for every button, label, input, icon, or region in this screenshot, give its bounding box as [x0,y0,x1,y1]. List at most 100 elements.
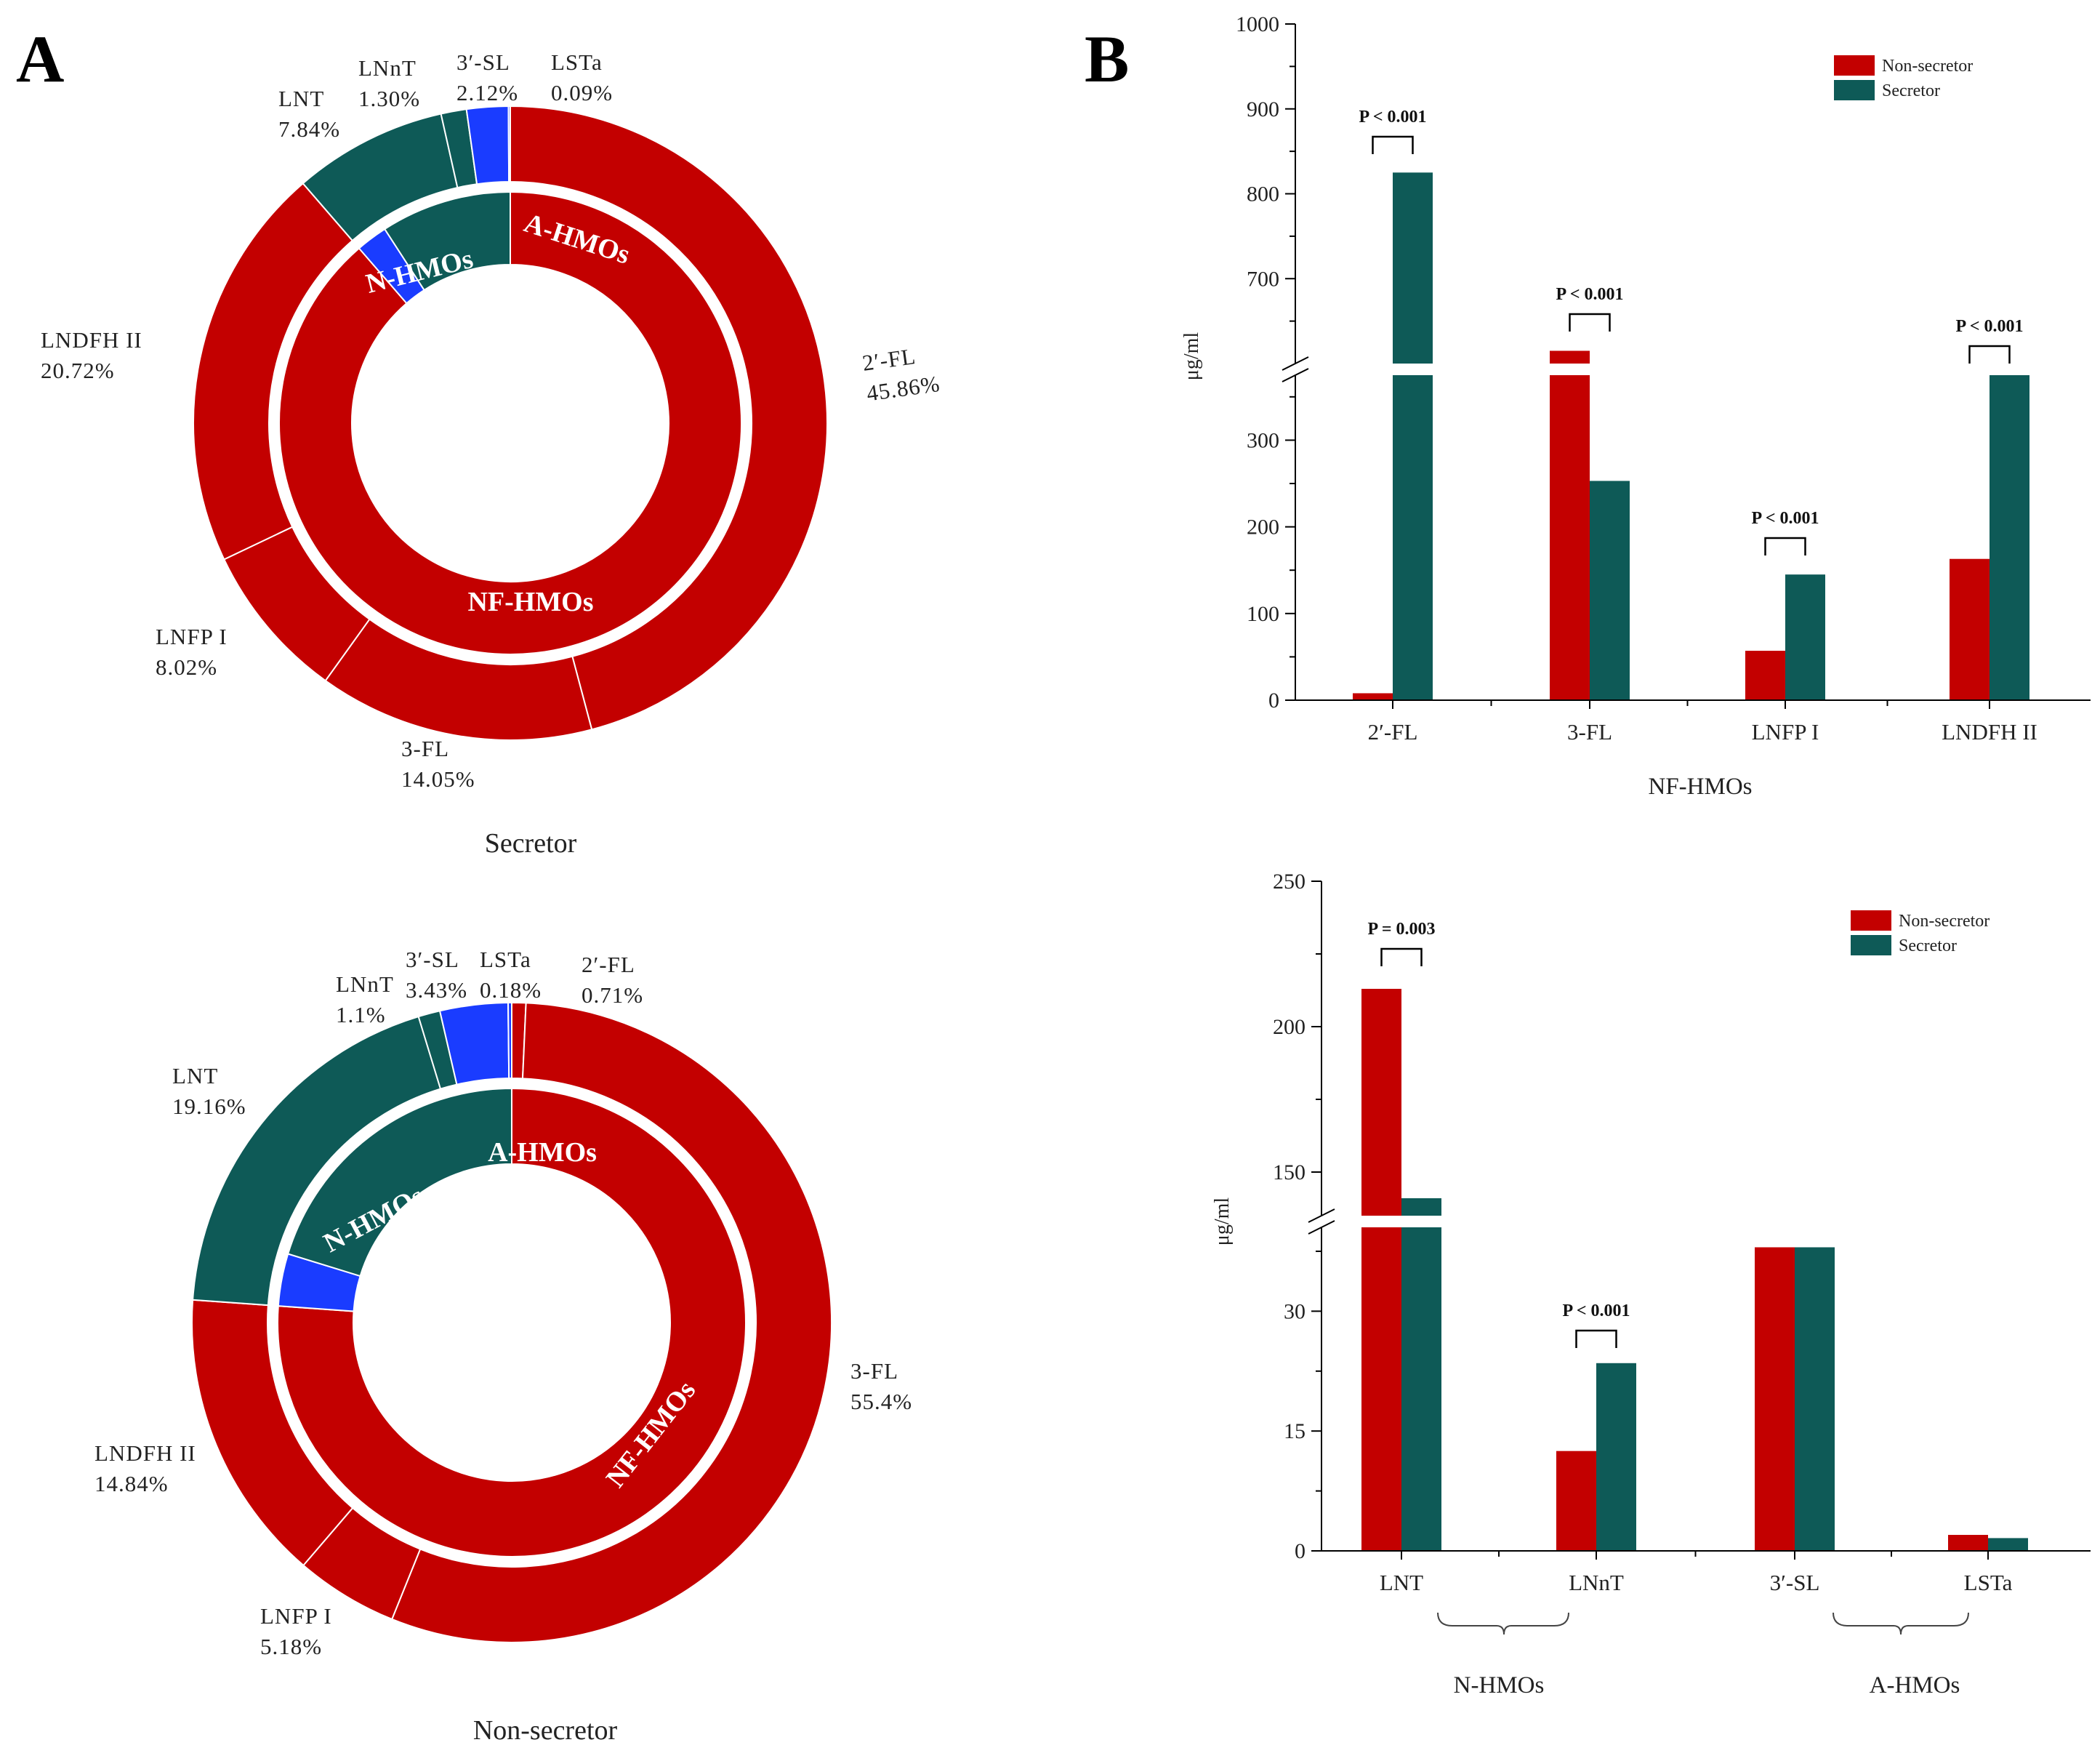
ring-gap [269,182,752,665]
significance-bracket [1569,313,1611,332]
legend-swatch-non-secretor [1834,55,1875,76]
x-tick-label-lsta: LSTa [1964,1570,2013,1595]
inner-label-nf-hmos: NF-HMOs [467,587,593,617]
outer-label-pct-lndfh-ii: 20.72% [41,358,115,383]
outer-label-pct-lndfh-ii: 14.84% [94,1471,169,1496]
bar-non-secretor-lnfp-i [1745,651,1785,700]
outer-label-name-lnt: LNT [172,1063,218,1088]
y-axis-label: μg/ml [1211,1198,1234,1246]
bar-secretor-lnfp-i [1785,574,1825,700]
p-value-label: P < 0.001 [1556,285,1623,304]
p-value-label: P = 0.003 [1367,920,1435,939]
outer-slice-lsta [507,105,511,183]
x-tick-label-lnfp-i: LNFP I [1752,719,1819,745]
inner-slice-nf-hmos [277,1087,747,1557]
outer-label-name-lnnt: LNnT [358,55,417,81]
outer-label-pct-lsta: 0.18% [480,977,542,1003]
outer-label-pct-3-fl: 14.05% [401,766,475,792]
axis-break-gap [1323,1216,2092,1227]
outer-label-pct-lnt: 7.84% [278,116,340,142]
bar-secretor-lsta [1988,1538,2028,1551]
outer-label-pct-lnfp-i: 8.02% [156,654,217,680]
y-tick-label: 150 [1273,1160,1306,1184]
significance-bracket [1372,135,1414,154]
bar-secretor-lndfh-ii [1990,375,2029,700]
y-tick-label: 0 [1295,1539,1306,1563]
outer-label-pct-2-fl: 45.86% [865,371,941,406]
legend-swatch-secretor [1851,935,1891,955]
inner-slice-nf-hmos [278,190,742,655]
legend-swatch-secretor [1834,80,1875,100]
bar-non-secretor-lnnt [1556,1451,1596,1551]
y-tick-label: 100 [1247,602,1279,626]
axis-break-mark [1282,356,1309,371]
outer-label-pct-3-sl: 2.12% [456,80,518,105]
outer-label-name-lnt: LNT [278,86,324,111]
outer-label-pct-lsta: 0.09% [551,80,613,105]
y-tick-label: 300 [1247,428,1279,452]
outer-label-name-lndfh-ii: LNDFH II [94,1440,196,1466]
legend-label-secretor: Secretor [1882,81,1940,100]
legend-label-secretor: Secretor [1899,936,1957,955]
donut-chart-nonsecretor: NF-HMOsA-HMOsN-HMOs2′-FL0.71%3-FL55.4%LN… [94,947,912,1746]
outer-label-pct-lnfp-i: 5.18% [260,1634,322,1659]
y-tick-label: 200 [1273,1015,1306,1039]
y-tick-label: 0 [1268,689,1279,713]
axis-break-mark [1282,368,1309,382]
x-tick-label-3-fl: 3-FL [1567,719,1612,745]
axis-break-mark [1308,1220,1335,1235]
x-group-label-a-hmos: A-HMOs [1870,1672,1960,1698]
y-tick-label: 900 [1247,97,1279,121]
inner-label-a-hmos: A-HMOs [488,1137,597,1168]
x-tick-label-3-sl: 3′-SL [1770,1570,1820,1595]
outer-label-pct-2-fl: 0.71% [582,982,643,1008]
outer-label-pct-lnt: 19.16% [172,1094,246,1119]
x-group-label-n-hmos: N-HMOs [1454,1672,1545,1698]
outer-label-name-lndfh-ii: LNDFH II [41,327,142,353]
outer-label-name-2-fl: 2′-FL [861,343,917,376]
y-axis-label: μg/ml [1180,332,1203,381]
outer-label-name-3-fl: 3-FL [850,1358,898,1384]
significance-bracket [1968,345,2011,364]
y-tick-label: 1000 [1236,12,1279,36]
bar-non-secretor-3-sl [1755,1247,1795,1551]
bar-secretor-lnt [1401,1198,1441,1551]
legend-label-non-secretor: Non-secretor [1899,912,1990,931]
significance-bracket [1380,947,1423,966]
x-group-label-nf-hmos: NF-HMOs [1648,774,1752,800]
bar-secretor-2-fl [1393,172,1433,700]
axis-break-gap [1297,364,2092,375]
outer-label-name-lnfp-i: LNFP I [156,624,228,649]
y-tick-label: 250 [1273,870,1306,894]
outer-label-name-lnnt: LNnT [336,971,394,997]
p-value-label: P < 0.001 [1562,1301,1630,1320]
p-value-label: P < 0.001 [1751,509,1819,528]
p-value-label: P < 0.001 [1359,108,1426,127]
outer-label-name-lsta: LSTa [551,49,603,75]
group-brace [1833,1612,1969,1635]
bar-non-secretor-lndfh-ii [1950,558,1990,700]
x-tick-label-lnt: LNT [1380,1570,1423,1595]
donut-chart-secretor: NF-HMOsA-HMOsN-HMOs2′-FL45.86%3-FL14.05%… [41,49,941,859]
y-tick-label: 200 [1247,516,1279,539]
donut-title: Secretor [485,828,577,859]
y-tick-label: 30 [1284,1299,1306,1323]
outer-label-name-lnfp-i: LNFP I [260,1603,332,1629]
bar-non-secretor-3-fl [1550,350,1590,700]
inner-slice-n-hmos [286,1087,512,1277]
bar-non-secretor-2-fl [1353,693,1393,700]
p-value-label: P < 0.001 [1955,317,2023,336]
y-tick-label: 15 [1284,1419,1306,1443]
outer-label-pct-lnnt: 1.30% [358,86,420,111]
group-brace [1437,1612,1569,1635]
bar-secretor-3-fl [1590,481,1630,700]
outer-label-name-3-fl: 3-FL [401,736,449,761]
bar-secretor-lnnt [1596,1363,1636,1551]
legend-swatch-non-secretor [1851,910,1891,931]
x-tick-label-lndfh-ii: LNDFH II [1942,719,2037,745]
panel-label-a: A [16,22,64,96]
axis-break-mark [1308,1208,1335,1223]
bar-non-secretor-lnt [1361,989,1401,1551]
outer-label-pct-3-sl: 3.43% [406,977,467,1003]
